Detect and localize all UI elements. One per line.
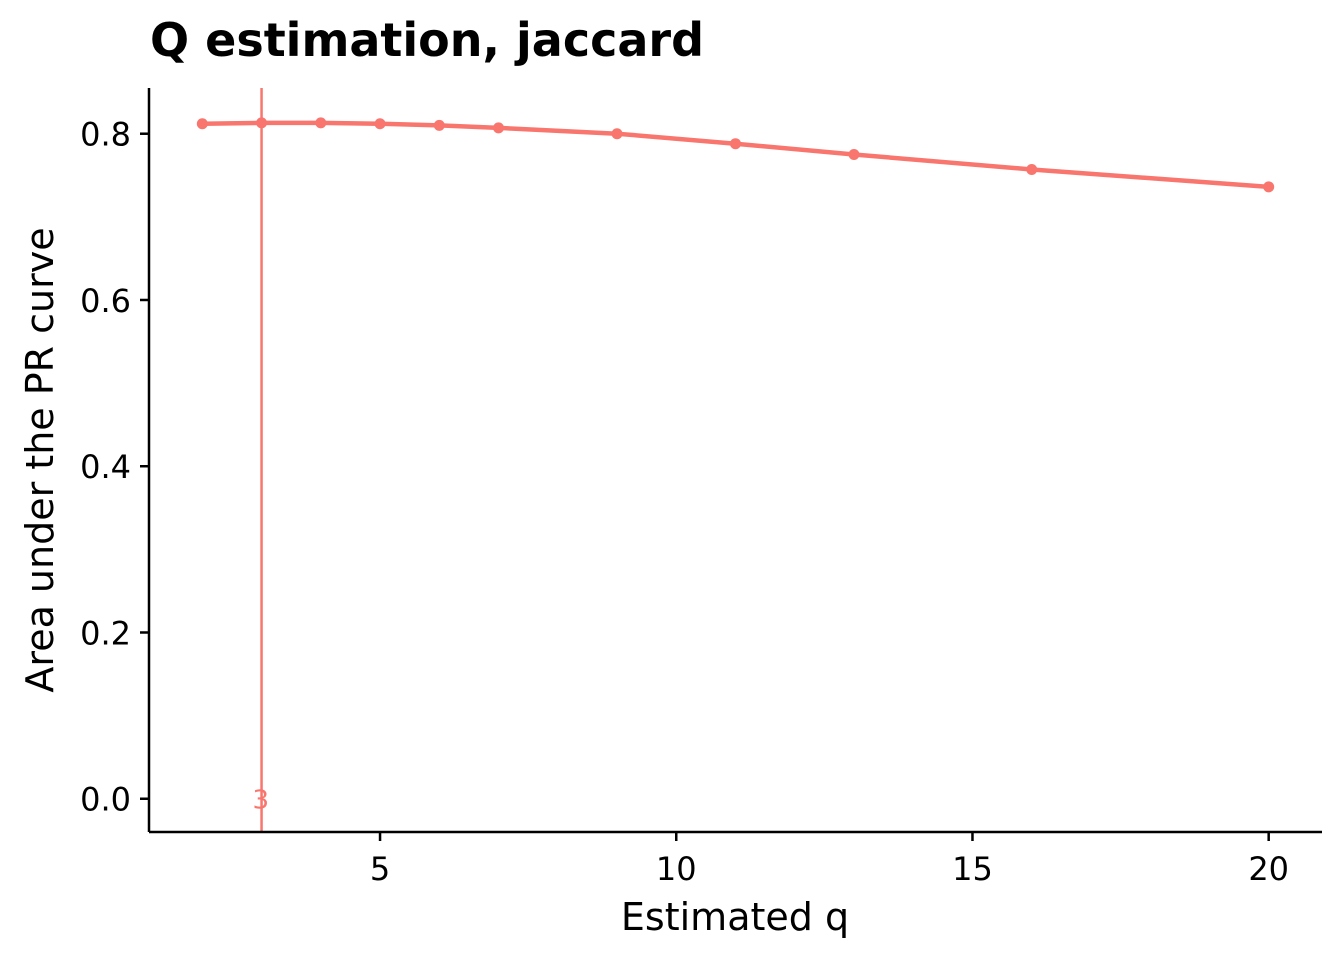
series-line bbox=[200, 120, 1271, 190]
data-point bbox=[315, 117, 327, 129]
reference-vline-label: 3 bbox=[253, 786, 270, 816]
y-tick-label: 0.6 bbox=[80, 282, 131, 320]
data-point bbox=[374, 118, 386, 130]
data-point bbox=[848, 149, 860, 161]
x-axis-label: Estimated q bbox=[621, 895, 849, 939]
y-tick-label: 0.2 bbox=[80, 614, 131, 652]
data-point bbox=[493, 122, 505, 134]
y-axis-label: Area under the PR curve bbox=[18, 227, 62, 692]
data-point bbox=[730, 138, 741, 150]
y-tick-label: 0.8 bbox=[80, 116, 131, 154]
data-point bbox=[611, 128, 623, 140]
data-point bbox=[1263, 181, 1275, 193]
y-tick-label: 0.0 bbox=[80, 781, 131, 819]
x-tick-label: 10 bbox=[656, 850, 697, 888]
x-tick-label: 20 bbox=[1248, 850, 1289, 888]
data-point bbox=[1026, 163, 1038, 175]
y-axis-ticks: 0.0 0.2 0.4 0.6 0.8 bbox=[80, 116, 149, 819]
plot-area: 3 bbox=[196, 88, 1275, 832]
x-tick-label: 15 bbox=[952, 850, 993, 888]
x-tick-label: 5 bbox=[370, 850, 390, 888]
x-axis-ticks: 5 10 15 20 bbox=[370, 832, 1289, 888]
data-point bbox=[256, 117, 268, 129]
data-point bbox=[433, 119, 445, 131]
data-point bbox=[196, 118, 208, 130]
chart-title: Q estimation, jaccard bbox=[150, 13, 704, 67]
y-tick-label: 0.4 bbox=[80, 448, 131, 486]
